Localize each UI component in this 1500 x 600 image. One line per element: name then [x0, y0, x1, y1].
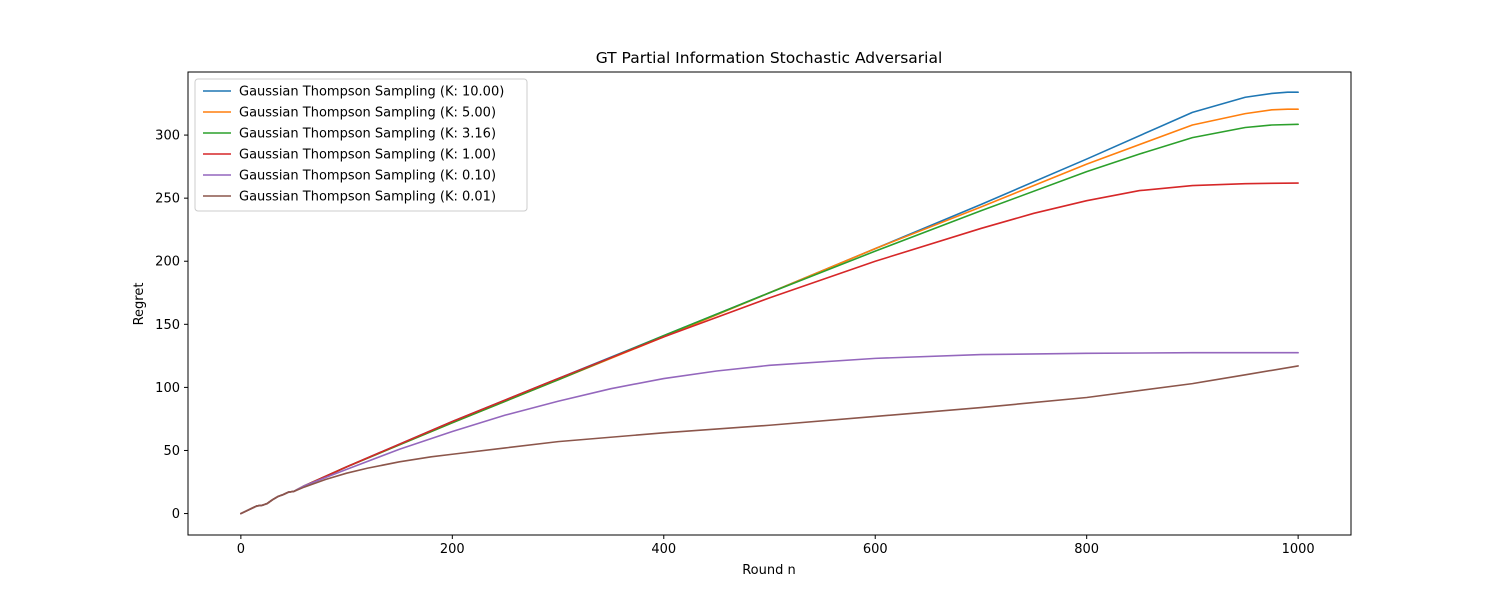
legend-label: Gaussian Thompson Sampling (K: 1.00) [239, 148, 496, 163]
x-axis-label: Round n [742, 563, 796, 578]
legend: Gaussian Thompson Sampling (K: 10.00) Gau… [194, 78, 528, 212]
chart-title: GT Partial Information Stochastic Advers… [596, 49, 943, 67]
y-tick-label: 200 [155, 255, 180, 270]
y-tick-label: 100 [155, 381, 180, 396]
x-axis: 0 200 400 600 800 1000 [237, 535, 1315, 557]
series-line [240, 365, 1299, 515]
x-tick-label: 800 [1074, 542, 1099, 557]
x-tick-label: 0 [237, 542, 245, 557]
legend-label: Gaussian Thompson Sampling (K: 3.16) [239, 127, 496, 142]
x-tick-label: 600 [863, 542, 888, 557]
legend-label: Gaussian Thompson Sampling (K: 0.10) [239, 169, 496, 184]
y-tick-label: 0 [172, 507, 180, 522]
y-tick-label: 150 [155, 318, 180, 333]
legend-label: Gaussian Thompson Sampling (K: 0.01) [239, 190, 496, 205]
x-tick-label: 400 [651, 542, 676, 557]
plot-area [240, 91, 1299, 515]
y-tick-label: 250 [155, 192, 180, 207]
series-layer [240, 91, 1299, 515]
legend-label: Gaussian Thompson Sampling (K: 5.00) [239, 106, 496, 121]
plot-frame [187, 71, 1352, 536]
legend-label: Gaussian Thompson Sampling (K: 10.00) [239, 85, 504, 100]
y-axis-label: Regret [132, 283, 147, 326]
y-tick-label: 300 [155, 129, 180, 144]
x-tick-label: 1000 [1282, 542, 1315, 557]
x-tick-label: 200 [440, 542, 465, 557]
y-tick-label: 50 [163, 444, 180, 459]
legend-box [194, 78, 528, 212]
y-axis: 0 50 100 150 200 250 300 [155, 129, 188, 522]
